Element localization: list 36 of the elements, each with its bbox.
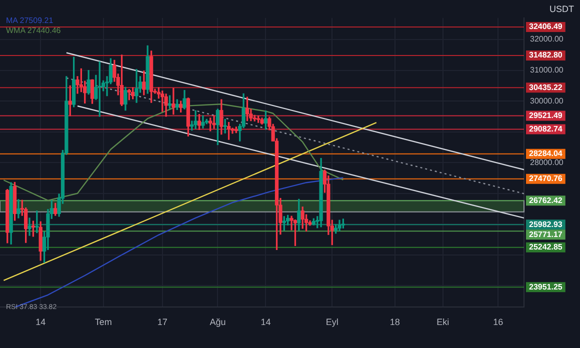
ref-line-label: 23951.25 <box>528 282 563 292</box>
text: MA <box>6 16 19 25</box>
ref-line-label: 25242.85 <box>528 242 563 252</box>
x-tick-label: Eyl <box>326 317 338 328</box>
ref-line-label: 25982.93 <box>528 220 563 229</box>
y-axis-title: USDT <box>550 4 574 14</box>
y-tick-label: 31000.00 <box>530 66 564 75</box>
ref-line-label: 27470.76 <box>528 174 563 184</box>
candlestick <box>201 115 205 128</box>
y-tick-label: 30000.00 <box>530 96 564 106</box>
annotation: 27509.21 <box>20 16 54 25</box>
candlestick <box>172 88 176 115</box>
annotation: 27440.46 <box>27 26 61 35</box>
candlestick <box>28 218 32 236</box>
x-tick-label: Eki <box>436 317 450 328</box>
x-tick-label: 16 <box>493 317 504 328</box>
x-tick-label: 17 <box>157 317 168 328</box>
x-tick-label: Ağu <box>210 317 226 328</box>
ref-line-label: 31482.80 <box>528 50 563 60</box>
y-tick-label: 28000.00 <box>530 158 564 167</box>
ref-line-label: 29521.49 <box>528 110 563 120</box>
y-tick-label: 32000.00 <box>530 34 564 44</box>
candlestick <box>134 69 138 103</box>
ref-line-label: 28284.04 <box>528 149 563 158</box>
x-tick-label: 14 <box>260 317 271 328</box>
x-tick-label: Tem <box>94 317 112 328</box>
text: WMA <box>6 26 26 35</box>
ref-line-label: 30435.22 <box>528 82 563 92</box>
ref-line-label: 25771.17 <box>528 230 563 239</box>
candlestick <box>212 115 216 129</box>
ref-line-label: 26762.42 <box>528 196 563 205</box>
x-tick-label: 18 <box>390 317 400 328</box>
candlestick <box>194 110 198 130</box>
x-tick-label: 14 <box>36 317 46 328</box>
ref-line-label: 29082.74 <box>528 124 563 134</box>
ref-line-label: 32406.49 <box>528 22 563 32</box>
